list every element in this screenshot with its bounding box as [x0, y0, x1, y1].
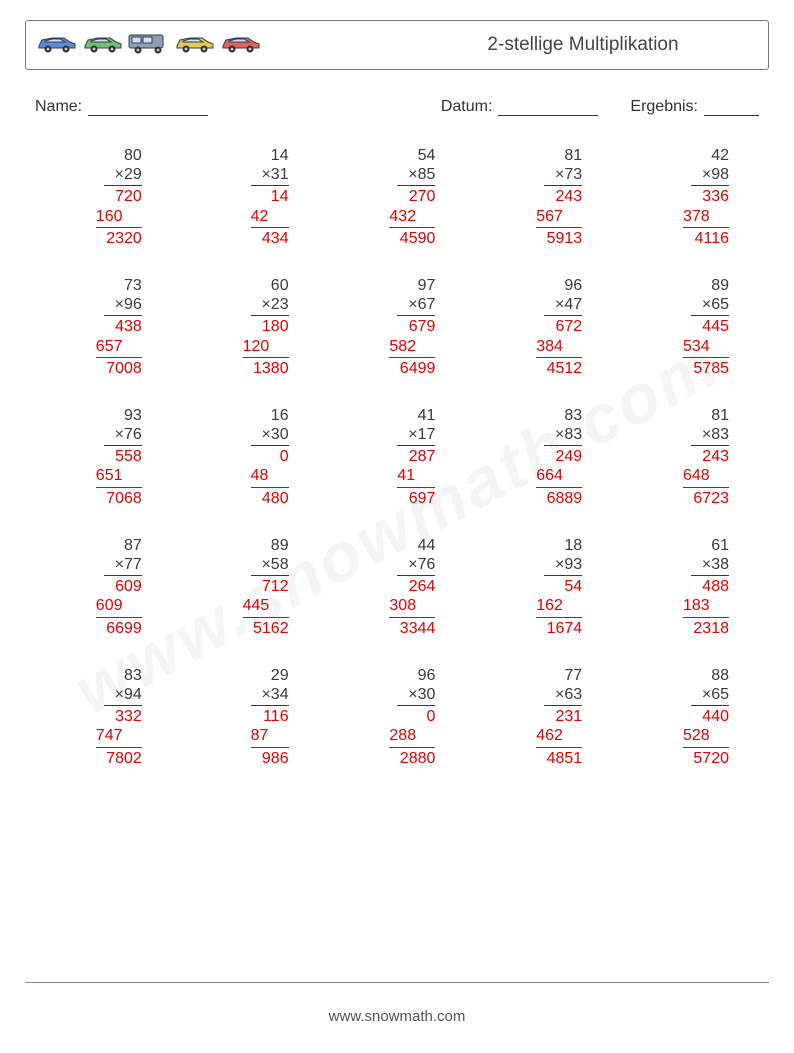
problem: 89×587124455162 [172, 536, 319, 638]
partial-1: 0 [251, 445, 289, 466]
partial-1: 609 [104, 575, 142, 596]
answer: 6723 [683, 487, 729, 508]
problem: 61×384881832318 [612, 536, 759, 638]
partial-1: 336 [691, 185, 729, 206]
answer: 1674 [536, 617, 582, 638]
answer: 6699 [96, 617, 142, 638]
answer: 4590 [389, 227, 435, 248]
header-box: 2-stellige Multiplikation [25, 20, 769, 70]
footer-url: www.snowmath.com [0, 1008, 794, 1025]
partial-1: 0 [397, 705, 435, 726]
car-icon [128, 32, 170, 54]
result-blank[interactable] [704, 99, 759, 116]
problem: 96×3002882880 [319, 666, 466, 768]
problem: 83×943327477802 [25, 666, 172, 768]
partial-1: 679 [397, 315, 435, 336]
date-label: Datum: [441, 98, 493, 116]
name-label: Name: [35, 98, 82, 116]
problems-grid: 80×29720160232014×31144243454×8527043245… [25, 146, 769, 768]
partial-1: 445 [691, 315, 729, 336]
problem: 97×676795826499 [319, 276, 466, 378]
partial-1: 672 [544, 315, 582, 336]
problem: 87×776096096699 [25, 536, 172, 638]
car-icon [82, 34, 124, 54]
answer: 5913 [536, 227, 582, 248]
result-label: Ergebnis: [630, 98, 698, 116]
footer-rule [25, 982, 769, 983]
problem: 41×1728741697 [319, 406, 466, 508]
answer: 434 [251, 227, 289, 248]
problem: 81×832436486723 [612, 406, 759, 508]
problem: 89×654455345785 [612, 276, 759, 378]
problem: 16×30048480 [172, 406, 319, 508]
problem: 60×231801201380 [172, 276, 319, 378]
problem: 29×3411687986 [172, 666, 319, 768]
car-icon [36, 34, 78, 54]
problem: 80×297201602320 [25, 146, 172, 248]
answer: 7068 [96, 487, 142, 508]
answer: 5785 [683, 357, 729, 378]
answer: 3344 [389, 617, 435, 638]
answer: 7802 [96, 747, 142, 768]
answer: 5162 [243, 617, 289, 638]
date-blank[interactable] [498, 99, 598, 116]
answer: 1380 [243, 357, 289, 378]
name-blank[interactable] [88, 99, 208, 116]
answer: 6889 [536, 487, 582, 508]
problem: 81×732435675913 [465, 146, 612, 248]
problem: 54×852704324590 [319, 146, 466, 248]
problem: 42×983363784116 [612, 146, 759, 248]
answer: 2320 [96, 227, 142, 248]
problem: 14×311442434 [172, 146, 319, 248]
partial-1: 14 [251, 185, 289, 206]
partial-1: 438 [104, 315, 142, 336]
problem: 77×632314624851 [465, 666, 612, 768]
answer: 4116 [683, 227, 729, 248]
car-icon [220, 34, 262, 54]
partial-1: 287 [397, 445, 435, 466]
partial-1: 264 [397, 575, 435, 596]
answer: 6499 [389, 357, 435, 378]
worksheet-title: 2-stellige Multiplikation [428, 34, 738, 56]
partial-1: 54 [544, 575, 582, 596]
partial-1: 270 [397, 185, 435, 206]
partial-1: 712 [251, 575, 289, 596]
partial-1: 243 [691, 445, 729, 466]
problem: 44×762643083344 [319, 536, 466, 638]
problem: 93×765586517068 [25, 406, 172, 508]
partial-1: 558 [104, 445, 142, 466]
answer: 7008 [96, 357, 142, 378]
problem: 73×964386577008 [25, 276, 172, 378]
problem: 83×832496646889 [465, 406, 612, 508]
problem: 88×654405285720 [612, 666, 759, 768]
partial-1: 488 [691, 575, 729, 596]
car-icons [36, 32, 262, 59]
answer: 480 [251, 487, 289, 508]
answer: 4512 [536, 357, 582, 378]
partial-1: 231 [544, 705, 582, 726]
partial-1: 440 [691, 705, 729, 726]
partial-1: 720 [104, 185, 142, 206]
partial-1: 243 [544, 185, 582, 206]
partial-1: 116 [251, 705, 289, 726]
problem: 96×476723844512 [465, 276, 612, 378]
partial-1: 249 [544, 445, 582, 466]
car-icon [174, 34, 216, 54]
answer: 2880 [389, 747, 435, 768]
partial-1: 332 [104, 705, 142, 726]
answer: 5720 [683, 747, 729, 768]
answer: 986 [251, 747, 289, 768]
info-fields: Name: Datum: Ergebnis: [35, 98, 759, 116]
answer: 697 [397, 487, 435, 508]
answer: 4851 [536, 747, 582, 768]
partial-1: 180 [251, 315, 289, 336]
answer: 2318 [683, 617, 729, 638]
problem: 18×93541621674 [465, 536, 612, 638]
